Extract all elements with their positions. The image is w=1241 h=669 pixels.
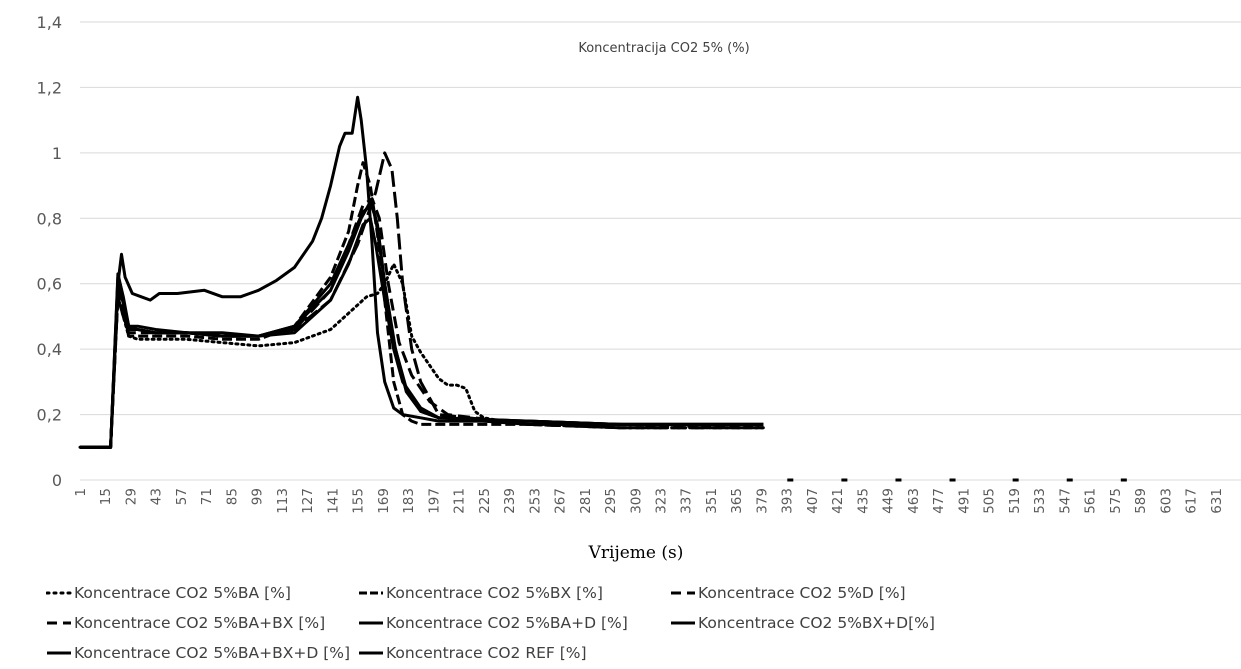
legend-item: Koncentrace CO2 5%D [%]: [670, 584, 982, 602]
x-tick-label: 57: [174, 488, 190, 505]
x-tick-label: 253: [527, 488, 543, 514]
gridlines: [80, 21, 1241, 481]
legend-item: Koncentrace CO2 5%BA+D [%]: [358, 614, 670, 632]
y-tick-labels: 0 0,2 0,4 0,6 0,8 1 1,2 1,4: [37, 13, 62, 490]
legend-swatch: [47, 621, 71, 625]
legend-item: Koncentrace CO2 REF [%]: [358, 644, 670, 662]
x-tick-label: 71: [199, 488, 215, 505]
series-line: [80, 161, 764, 449]
x-tick-label: 85: [224, 488, 240, 505]
legend-swatch: [359, 651, 383, 655]
x-tick-label: 407: [805, 488, 821, 514]
x-tick-label: 519: [1007, 488, 1023, 514]
x-tick-label: 547: [1057, 488, 1073, 514]
x-tick-label: 603: [1158, 488, 1174, 514]
x-tick-label: 589: [1133, 488, 1149, 514]
x-tick-label: 533: [1032, 488, 1048, 514]
x-tick-label: 463: [906, 488, 922, 514]
y-tick-label: 0,8: [37, 209, 62, 228]
y-tick-label: 1,2: [37, 78, 62, 97]
legend-item: Koncentrace CO2 5%BA+BX [%]: [46, 614, 358, 632]
legend-label: Koncentrace CO2 5%BA+D [%]: [386, 614, 628, 632]
x-tick-label: 435: [855, 488, 871, 514]
x-tick-label: 155: [351, 488, 367, 514]
x-tick-label: 197: [426, 488, 442, 514]
x-tick-label: 393: [780, 488, 796, 514]
y-tick-label: 0,2: [37, 406, 62, 425]
legend-swatch: [359, 621, 383, 625]
x-tick-label: 43: [149, 488, 165, 505]
x-tick-label: 127: [300, 488, 316, 514]
x-tick-labels: 1 15 29 43 57 71 85 99 113 127 141 155 169 183 197 211 2…: [73, 488, 1225, 514]
y-tick-label: 0,4: [37, 340, 62, 359]
legend-swatch: [359, 591, 383, 595]
x-tick-label: 505: [982, 488, 998, 514]
x-tick-label: 267: [553, 488, 569, 514]
x-tick-label: 477: [931, 488, 947, 514]
legend-label: Koncentrace CO2 REF [%]: [386, 644, 587, 662]
legend-swatch: [47, 651, 71, 655]
x-tick-label: 351: [704, 488, 720, 514]
x-tick-label: 99: [250, 488, 266, 505]
legend-item: Koncentrace CO2 5%BA [%]: [46, 584, 358, 602]
x-tick-label: 491: [956, 488, 972, 514]
x-tick-label: 421: [830, 488, 846, 514]
legend-item: Koncentrace CO2 5%BX [%]: [358, 584, 670, 602]
x-tick-label: 323: [654, 488, 670, 514]
x-tick-label: 239: [502, 488, 518, 514]
y-tick-label: 0: [52, 471, 62, 490]
x-tick-label: 337: [679, 488, 695, 514]
x-tick-label: 225: [477, 488, 493, 514]
legend-label: Koncentrace CO2 5%BA+BX+D [%]: [74, 644, 351, 662]
x-tick-label: 141: [325, 488, 341, 514]
legend-row: Koncentrace CO2 5%BA+BX+D [%] Koncentrace…: [46, 638, 1196, 668]
x-tick-label: 379: [754, 488, 770, 514]
legend-label: Koncentrace CO2 5%BA [%]: [74, 584, 291, 602]
x-tick-label: 169: [376, 488, 392, 514]
chart-title: Koncentracija CO2 5% (%): [578, 41, 749, 56]
chart-legend: Koncentrace CO2 5%BA [%] Koncentrace CO2 …: [46, 578, 1196, 668]
x-tick-label: 29: [123, 488, 139, 505]
x-tick-label: 183: [401, 488, 417, 514]
x-tick-label: 309: [628, 488, 644, 514]
y-tick-label: 0,6: [37, 275, 62, 294]
legend-row: Koncentrace CO2 5%BA+BX [%] Koncentrace C…: [46, 608, 1196, 638]
x-tick-label: 561: [1083, 488, 1099, 514]
x-tick-label: 15: [98, 488, 114, 505]
series-line: [80, 95, 764, 449]
x-tick-label: 1: [73, 488, 89, 497]
legend-item: Koncentrace CO2 5%BA+BX+D [%]: [46, 644, 358, 662]
y-tick-label: 1: [52, 144, 62, 163]
x-tick-label: 449: [881, 488, 897, 514]
legend-label: Koncentrace CO2 5%BA+BX [%]: [74, 614, 326, 632]
x-tick-label: 113: [275, 488, 291, 514]
x-tick-label: 631: [1209, 488, 1225, 514]
legend-swatch: [671, 621, 695, 625]
x-tick-label: 281: [578, 488, 594, 514]
x-tick-label: 575: [1108, 488, 1124, 514]
x-tick-label: 211: [452, 488, 468, 514]
x-tick-label: 365: [729, 488, 745, 514]
series-lines: [78, 95, 765, 449]
x-tick-label: 617: [1184, 488, 1200, 514]
y-tick-label: 1,4: [37, 13, 62, 32]
x-tick-label: 295: [603, 488, 619, 514]
legend-swatch: [46, 591, 72, 595]
x-axis-label: Vrijeme (s): [588, 543, 684, 563]
series-line: [80, 151, 764, 449]
legend-label: Koncentrace CO2 5%BX [%]: [386, 584, 603, 602]
legend-label: Koncentrace CO2 5%BX+D[%]: [698, 614, 935, 632]
legend-label: Koncentrace CO2 5%D [%]: [698, 584, 906, 602]
legend-row: Koncentrace CO2 5%BA [%] Koncentrace CO2 …: [46, 578, 1196, 608]
legend-item: Koncentrace CO2 5%BX+D[%]: [670, 614, 982, 632]
series-line: [80, 200, 764, 449]
legend-swatch: [671, 591, 695, 595]
